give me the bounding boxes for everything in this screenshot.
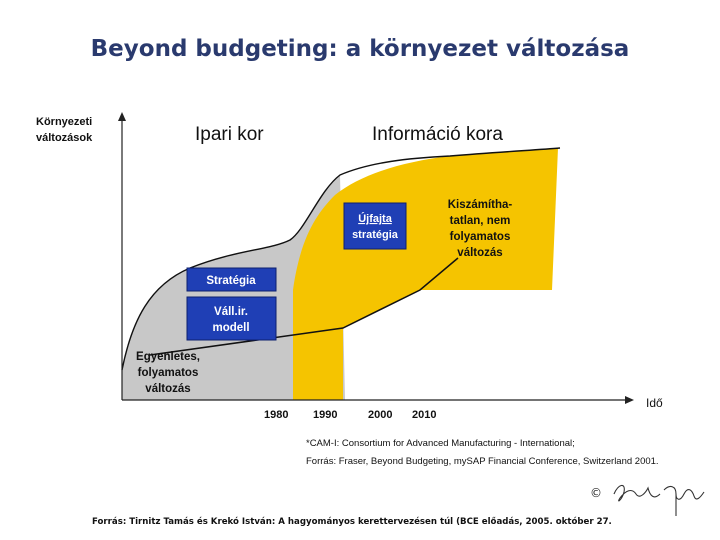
unpredictable-change-line4: változás [457, 247, 502, 259]
x-tick-1980: 1980 [264, 409, 288, 421]
x-tick-1990: 1990 [313, 409, 337, 421]
business-model-box [186, 296, 277, 341]
y-axis-label-line1: Környezeti [36, 116, 92, 128]
x-axis-arrow [625, 396, 634, 404]
strategy-label: Stratégia [206, 275, 256, 287]
change-path-line [149, 257, 459, 356]
y-axis-arrow [118, 112, 126, 121]
slide-title: Beyond budgeting: a környezet változása [90, 36, 630, 62]
new-strategy-line1: Újfajta [358, 212, 393, 225]
unpredictable-change-line1: Kiszámítha- [448, 199, 513, 211]
unpredictable-change-line3: folyamatos [450, 231, 511, 243]
y-axis-label-line2: változások [36, 132, 93, 144]
era-label-information: Információ kora [372, 124, 503, 145]
note-cam-i: *CAM-I: Consortium for Advanced Manufact… [306, 438, 575, 449]
new-strategy-line2: stratégia [352, 229, 399, 241]
x-tick-2010: 2010 [412, 409, 436, 421]
steady-change-line3: változás [145, 383, 190, 395]
new-strategy-box [343, 202, 407, 250]
copyright-symbol: © [590, 486, 602, 500]
note-source-fraser: Forrás: Fraser, Beyond Budgeting, mySAP … [306, 456, 659, 467]
footer-source: Forrás: Tirnitz Tamás és Krekó István: A… [92, 517, 612, 527]
envelope-curve [121, 147, 561, 371]
era-label-industrial: Ipari kor [195, 124, 264, 145]
strategy-box [186, 267, 277, 292]
steady-change-line1: Egyenletes, [136, 351, 200, 363]
x-axis-label: Idő [646, 396, 663, 410]
signature [613, 484, 705, 516]
steady-change-line2: folyamatos [138, 367, 199, 379]
business-model-line1: Váll.ir. [214, 306, 248, 318]
unpredictable-change-line2: tatlan, nem [450, 215, 511, 227]
x-tick-2000: 2000 [368, 409, 392, 421]
business-model-line2: modell [212, 322, 249, 334]
